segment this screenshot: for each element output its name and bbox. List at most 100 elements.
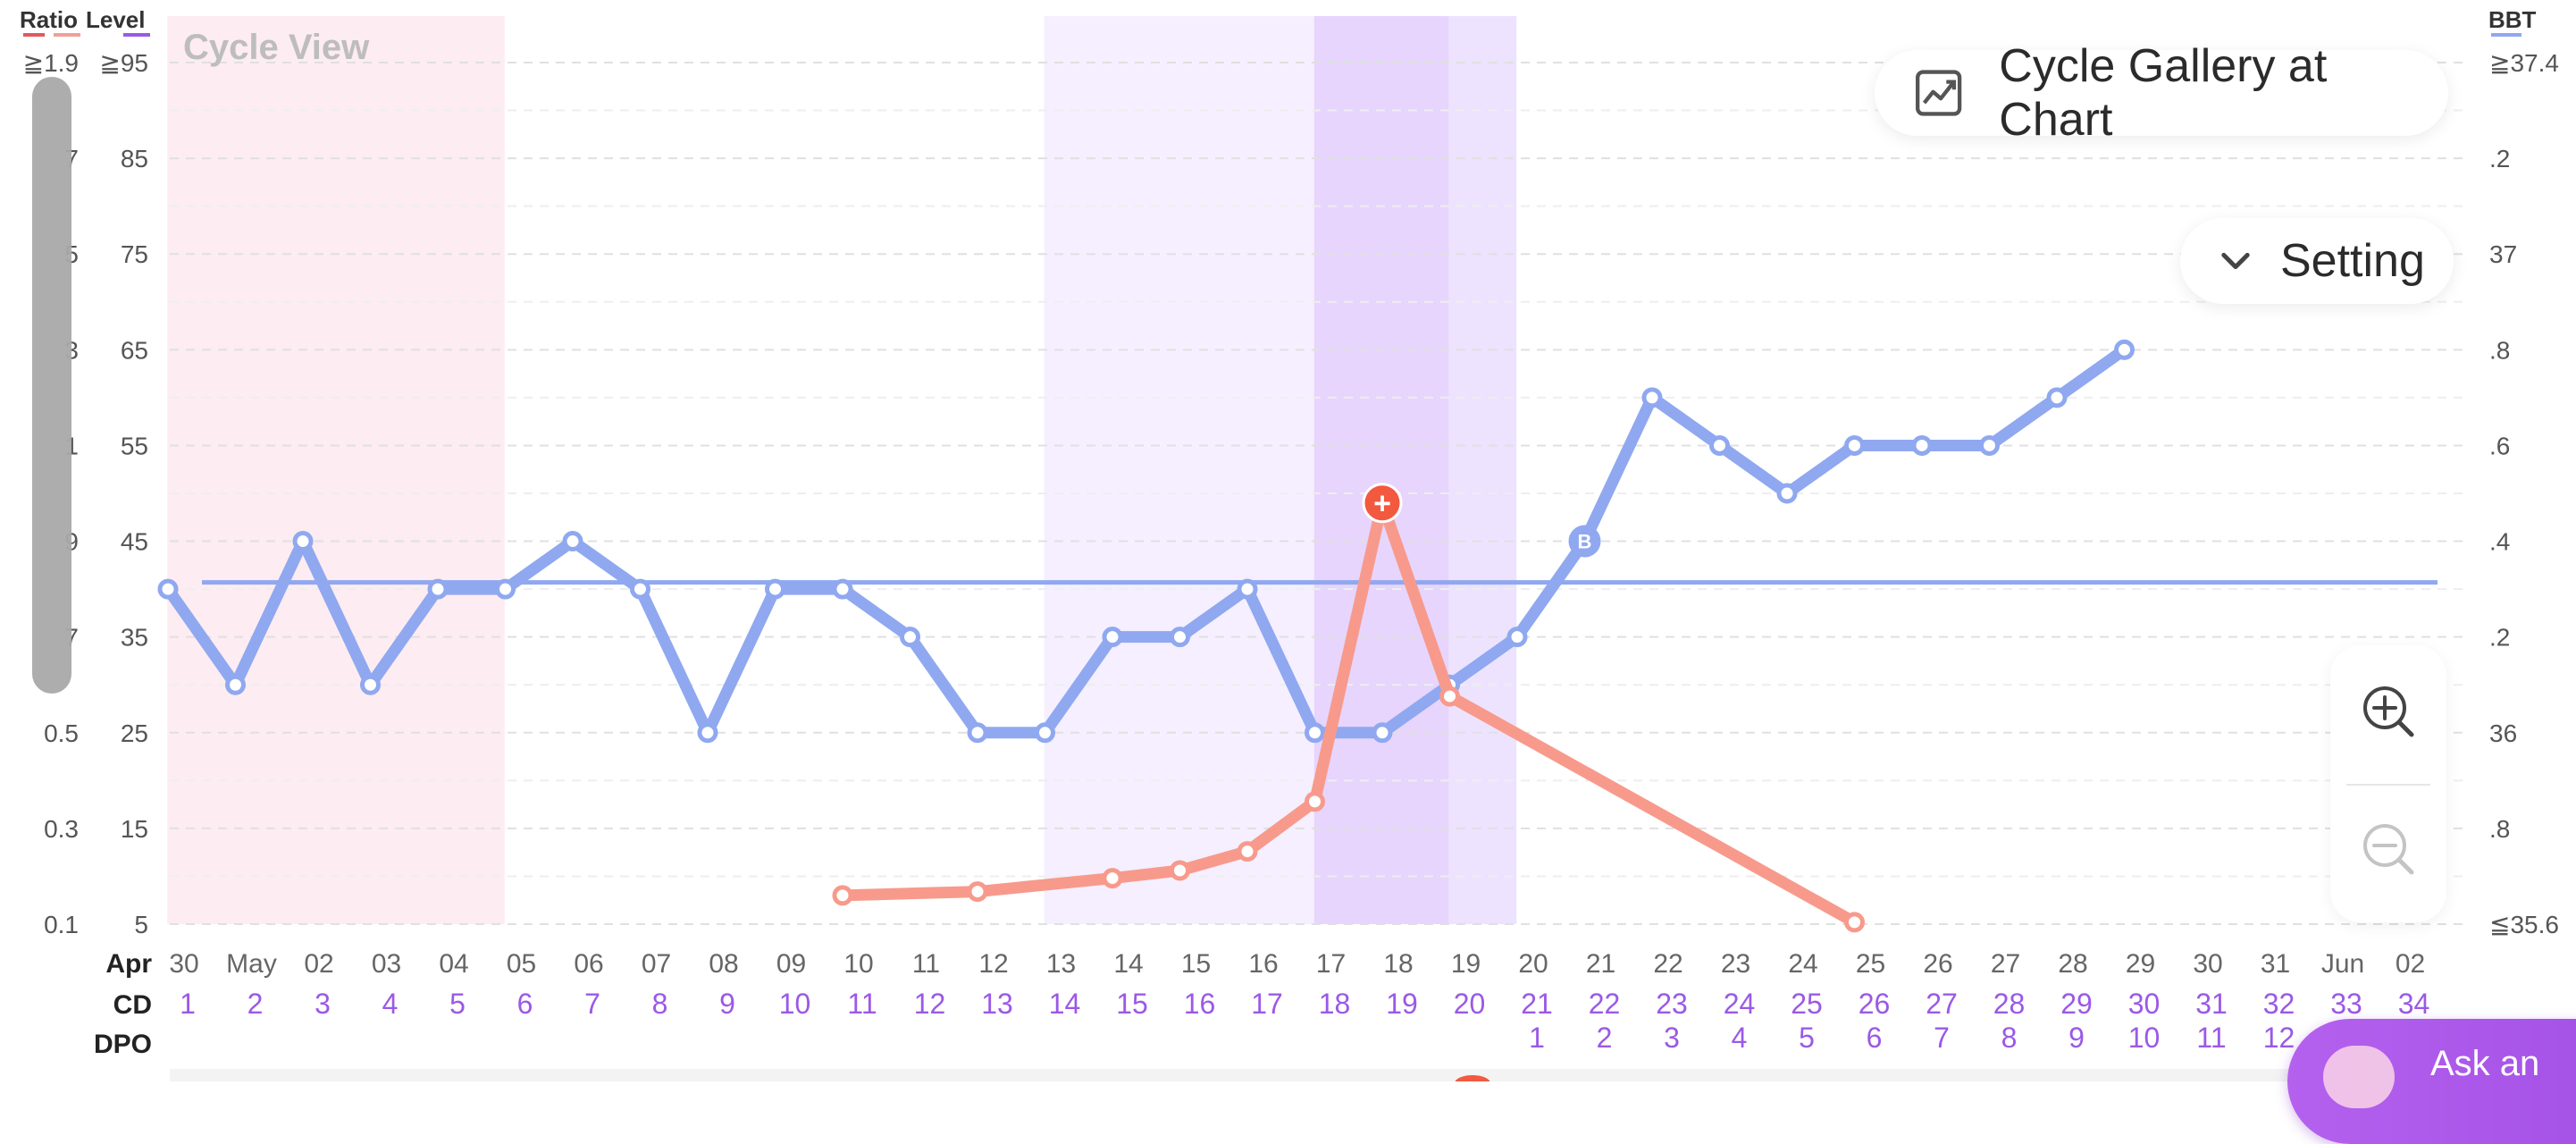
point-level	[967, 881, 988, 903]
date-tick-label: 31	[2261, 949, 2290, 979]
bbt-header: BBT	[2488, 6, 2537, 33]
bbt-tick-label: .6	[2489, 432, 2510, 459]
peak-marker-label: +	[1373, 487, 1391, 521]
cd-label: 17	[1251, 988, 1283, 1020]
point-bbt	[2046, 387, 2068, 408]
dpo-label: 1	[1529, 1022, 1545, 1054]
date-tick-label: 02	[304, 949, 333, 979]
band-fertile-1	[1044, 16, 1314, 924]
header: Cycle View Ratio Level BBT	[20, 6, 2537, 67]
phase-bands	[167, 16, 1517, 924]
level-tick-label: 85	[121, 145, 148, 172]
dpo-row-label: DPO	[94, 1030, 152, 1059]
date-tick-label: 14	[1113, 949, 1143, 979]
cd-label: 32	[2263, 988, 2295, 1020]
cd-label: 30	[2128, 988, 2161, 1020]
point-level	[1237, 841, 1258, 862]
point-bbt	[1035, 722, 1055, 744]
ask-assistant-button[interactable]: Ask an	[2287, 1019, 2576, 1144]
level-header: Level	[86, 6, 146, 33]
date-tick-label: 06	[574, 949, 603, 979]
point-level	[1170, 860, 1190, 881]
ratio-tick-label: 0.1	[44, 911, 79, 938]
ratio-tick-label: 0.5	[44, 719, 79, 747]
band-peak-2	[1313, 16, 1449, 924]
cd-label: 31	[2195, 988, 2228, 1020]
point-bbt	[360, 674, 381, 695]
point-bbt	[967, 722, 988, 744]
cd-row-label: CD	[113, 990, 152, 1020]
bottom-marker	[1455, 1075, 1490, 1081]
point-bbt	[2114, 339, 2135, 360]
point-bbt	[1844, 434, 1865, 456]
date-tick-label: 05	[507, 949, 536, 979]
point-bbt	[225, 674, 246, 695]
dpo-label: 10	[2128, 1022, 2161, 1054]
level-tick-label: 75	[121, 240, 148, 268]
level-tick-label: 45	[121, 528, 148, 556]
point-bbt	[832, 578, 853, 600]
level-tick-label: 5	[134, 911, 148, 938]
date-tick-label: May	[226, 949, 277, 979]
point-bbt	[1170, 627, 1190, 648]
ratio-header: Ratio	[20, 6, 78, 33]
level-tick-label: ≧95	[99, 49, 148, 77]
cd-label: 22	[1589, 988, 1621, 1020]
date-tick-label: 17	[1316, 949, 1346, 979]
date-tick-label: 03	[372, 949, 401, 979]
ratio-tick-label: ≧1.9	[23, 49, 79, 77]
cd-label: 33	[2330, 988, 2362, 1020]
setting-button[interactable]: Setting	[2180, 218, 2454, 304]
special-markers: B+	[1362, 483, 1601, 558]
cd-label: 11	[847, 988, 877, 1020]
dpo-label: 7	[1934, 1022, 1950, 1054]
date-tick-label: 18	[1383, 949, 1413, 979]
point-bbt	[1776, 483, 1798, 504]
dpo-label: 3	[1664, 1022, 1680, 1054]
cd-label: 7	[584, 988, 600, 1020]
ratio-legend-swatch	[23, 33, 45, 37]
vertical-scroll-handle[interactable]	[32, 77, 71, 694]
date-tick-label: 25	[1856, 949, 1885, 979]
dpo-label: 5	[1799, 1022, 1815, 1054]
chart-gallery-icon	[1916, 70, 1962, 116]
cd-label: 13	[981, 988, 1013, 1020]
cd-label: 3	[315, 988, 331, 1020]
point-bbt	[1911, 434, 1933, 456]
cycle-gallery-label: Cycle Gallery at Chart	[1999, 40, 2328, 146]
point-bbt	[1372, 722, 1393, 744]
point-bbt	[1506, 627, 1528, 648]
cd-label: 16	[1184, 988, 1216, 1020]
date-tick-label: 24	[1788, 949, 1817, 979]
level-tick-label: 35	[121, 624, 148, 652]
bbt-marker	[1568, 525, 1601, 558]
date-tick-label: 23	[1721, 949, 1750, 979]
bbt-tick-label: .4	[2489, 528, 2510, 556]
dpo-label: 12	[2263, 1022, 2295, 1054]
bbt-legend-swatch	[2491, 33, 2521, 37]
bbt-tick-label: ≧37.4	[2489, 49, 2559, 77]
cd-label: 8	[652, 988, 668, 1020]
cd-label: 34	[2398, 988, 2430, 1020]
dpo-label: 4	[1732, 1022, 1748, 1054]
cycle-gallery-button[interactable]: Cycle Gallery at Chart	[1875, 40, 2448, 146]
bbt-tick-label: 36	[2489, 719, 2517, 747]
chart-title: Cycle View	[183, 28, 370, 67]
assistant-avatar	[2323, 1046, 2395, 1108]
level-tick-label: 55	[121, 432, 148, 459]
date-tick-label: 07	[642, 949, 671, 979]
point-bbt	[562, 531, 583, 552]
date-tick-label: 20	[1518, 949, 1548, 979]
level-tick-label: 65	[121, 336, 148, 364]
zoom-out-icon[interactable]	[2360, 820, 2417, 878]
band-fertile-3	[1448, 16, 1517, 924]
bbt-tick-label: .2	[2489, 145, 2510, 172]
zoom-in-icon[interactable]	[2360, 683, 2417, 740]
point-bbt	[1102, 627, 1123, 648]
chevron-down-icon	[2221, 252, 2250, 270]
point-bbt	[157, 578, 179, 600]
cd-label: 27	[1926, 988, 1958, 1020]
cd-label: 4	[382, 988, 399, 1020]
date-tick-label: 28	[2058, 949, 2087, 979]
